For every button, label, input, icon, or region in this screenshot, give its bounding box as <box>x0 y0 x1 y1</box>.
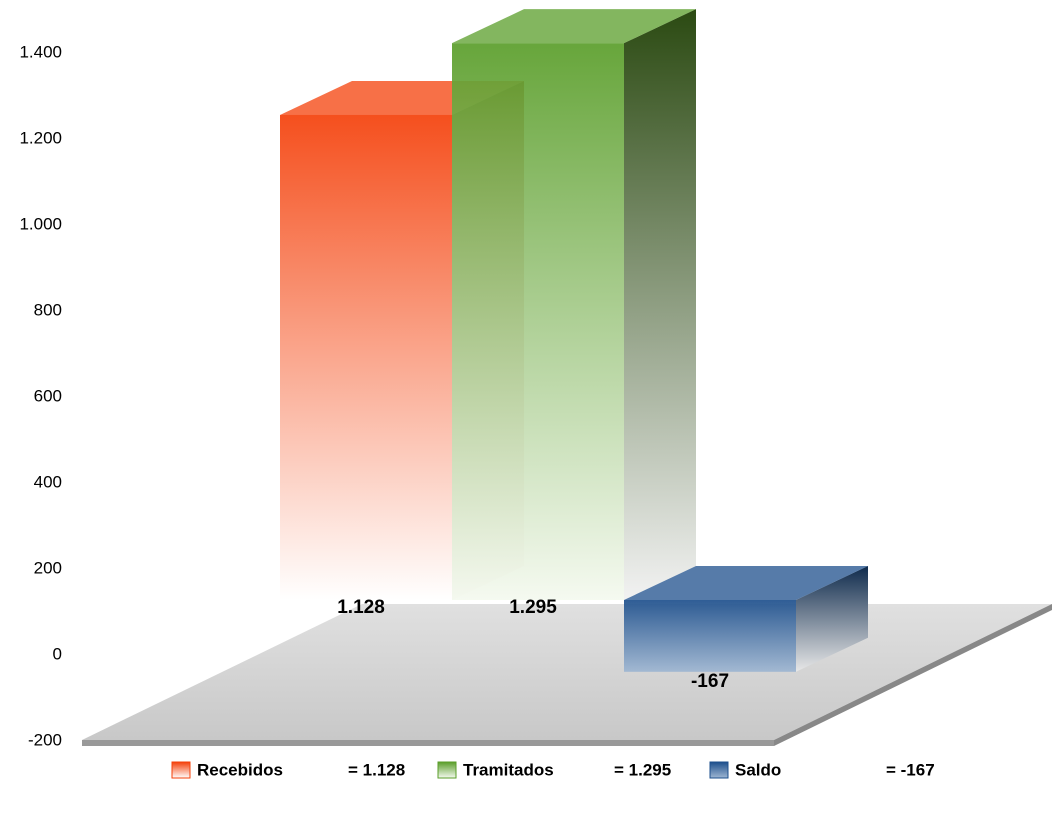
legend-swatch <box>709 761 729 779</box>
bar-side <box>796 566 868 672</box>
y-tick-label: 1.400 <box>19 42 62 61</box>
legend-label: Tramitados <box>463 760 554 779</box>
floor <box>82 604 1052 740</box>
value-label: -167 <box>691 671 729 692</box>
y-tick-label: 1.200 <box>19 128 62 147</box>
value-label: 1.295 <box>509 597 557 618</box>
bar <box>280 114 452 601</box>
floor-edge <box>774 604 1052 746</box>
y-tick-label: 600 <box>34 386 62 405</box>
y-tick-label: 1.000 <box>19 214 62 233</box>
y-tick-label: 400 <box>34 472 62 491</box>
floor-edge <box>82 740 774 746</box>
y-tick-label: -200 <box>28 730 62 749</box>
value-label: 1.128 <box>337 597 385 618</box>
legend-swatch <box>171 761 191 779</box>
bar-side <box>624 9 696 600</box>
legend-value: = 1.128 <box>348 760 405 779</box>
legend-label: Recebidos <box>197 760 283 779</box>
legend-value: = -167 <box>886 760 935 779</box>
bar <box>452 43 624 600</box>
legend-value: = 1.295 <box>614 760 671 779</box>
y-tick-label: 200 <box>34 558 62 577</box>
bar <box>624 600 796 672</box>
legend-swatch <box>437 761 457 779</box>
bar-top <box>452 9 696 44</box>
y-tick-label: 800 <box>34 300 62 319</box>
bar-top <box>624 566 868 600</box>
y-tick-label: 0 <box>53 644 62 663</box>
legend-label: Saldo <box>735 760 781 779</box>
